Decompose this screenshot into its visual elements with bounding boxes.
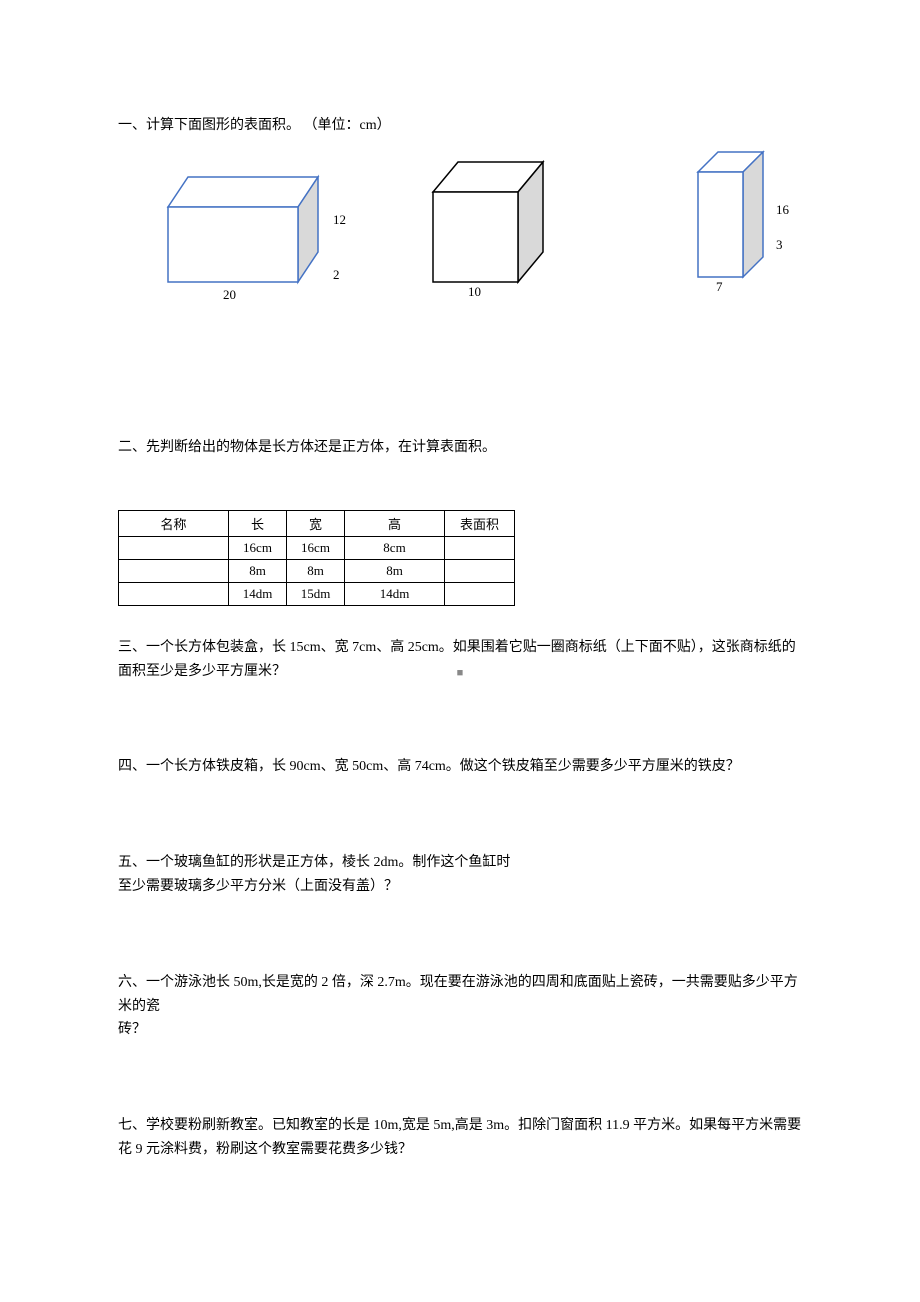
- cell-surface-area: [445, 582, 515, 605]
- q1-heading: 一、计算下面图形的表面积。 （单位：cm）: [118, 115, 802, 137]
- cell-name: [119, 582, 229, 605]
- q4-text: 四、一个长方体铁皮箱，长 90cm、宽 50cm、高 74cm。做这个铁皮箱至少…: [118, 755, 802, 779]
- cuboid-3-svg: [688, 147, 788, 297]
- figure-3: 16 3 7: [688, 147, 788, 297]
- cell-height: 8cm: [345, 536, 445, 559]
- page-marker-icon: ■: [457, 664, 464, 683]
- side-face: [743, 152, 763, 277]
- figure-2: 10: [418, 157, 558, 297]
- front-face: [168, 207, 298, 282]
- cell-length: 8m: [229, 559, 287, 582]
- q6-text: 六、一个游泳池长 50m,长是宽的 2 倍，深 2.7m。现在要在游泳池的四周和…: [118, 971, 802, 1042]
- fig2-edge-label: 10: [468, 284, 481, 300]
- col-header-surface-area: 表面积: [445, 510, 515, 536]
- top-face: [168, 177, 318, 207]
- figures-row: 12 2 20 10 16 3 7: [118, 147, 802, 297]
- dimensions-table: 名称 长 宽 高 表面积 16cm 16cm 8cm 8m 8m 8m 14dm…: [118, 510, 515, 606]
- col-header-name: 名称: [119, 510, 229, 536]
- cell-height: 14dm: [345, 582, 445, 605]
- q2-heading: 二、先判断给出的物体是长方体还是正方体，在计算表面积。: [118, 437, 802, 459]
- cell-length: 14dm: [229, 582, 287, 605]
- fig1-w-label: 20: [223, 287, 236, 303]
- cell-length: 16cm: [229, 536, 287, 559]
- col-header-length: 长: [229, 510, 287, 536]
- fig3-w-label: 7: [716, 279, 723, 295]
- fig3-h-label: 16: [776, 202, 789, 218]
- front-face: [433, 192, 518, 282]
- q5-text: 五、一个玻璃鱼缸的形状是正方体，棱长 2dm。制作这个鱼缸时 至少需要玻璃多少平…: [118, 851, 802, 899]
- front-face: [698, 172, 743, 277]
- table-row: 14dm 15dm 14dm: [119, 582, 515, 605]
- table-row: 16cm 16cm 8cm: [119, 536, 515, 559]
- cell-width: 15dm: [287, 582, 345, 605]
- cell-width: 16cm: [287, 536, 345, 559]
- cell-surface-area: [445, 559, 515, 582]
- q3-text: 三、一个长方体包装盒，长 15cm、宽 7cm、高 25cm。如果围着它贴一圈商…: [118, 636, 802, 684]
- cube-svg: [418, 157, 558, 297]
- cuboid-1-svg: [148, 167, 328, 297]
- fig3-d-label: 3: [776, 237, 783, 253]
- cell-surface-area: [445, 536, 515, 559]
- figure-1: 12 2 20: [148, 167, 328, 297]
- fig1-d-label: 2: [333, 267, 340, 283]
- cell-height: 8m: [345, 559, 445, 582]
- q7-text: 七、学校要粉刷新教室。已知教室的长是 10m,宽是 5m,高是 3m。扣除门窗面…: [118, 1114, 802, 1162]
- table-row: 8m 8m 8m: [119, 559, 515, 582]
- cell-width: 8m: [287, 559, 345, 582]
- cell-name: [119, 559, 229, 582]
- fig1-h-label: 12: [333, 212, 346, 228]
- table-header-row: 名称 长 宽 高 表面积: [119, 510, 515, 536]
- cell-name: [119, 536, 229, 559]
- col-header-height: 高: [345, 510, 445, 536]
- col-header-width: 宽: [287, 510, 345, 536]
